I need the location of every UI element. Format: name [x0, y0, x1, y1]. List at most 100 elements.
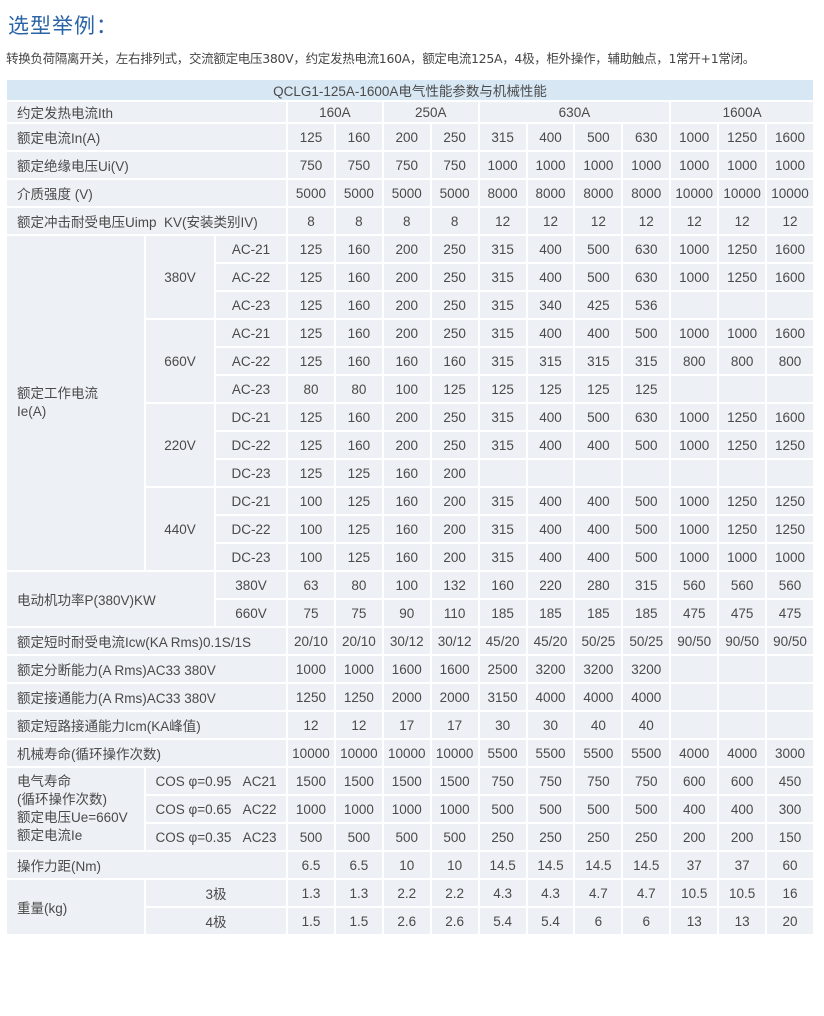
table-row: 额定接通能力(A Rms)AC33 380V 1250 1250 2000 2000 31…	[5, 682, 815, 712]
table-row: COS φ=0.35 AC23 500 500 500 500 250 250 250 250 2…	[6, 822, 815, 852]
value-cell: 45/20	[525, 626, 576, 656]
value-cell: 1600	[765, 122, 815, 152]
value-cell: 1250	[765, 514, 815, 544]
value-cell: 125	[621, 374, 672, 404]
value-cell: 300	[765, 794, 815, 824]
selection-example-description: 转换负荷隔离开关，左右排列式，交流额定电压380V，约定发热电流160A，额定电…	[6, 51, 755, 66]
value-cell: 3150	[477, 682, 528, 712]
poles-label: 3极	[144, 878, 288, 908]
value-cell: 1600	[765, 234, 815, 264]
value-cell: 100	[381, 374, 432, 404]
value-cell: 2.6	[381, 906, 432, 936]
value-cell: 20	[765, 906, 815, 936]
value-cell: 5000	[381, 178, 432, 208]
value-cell: 10000	[286, 738, 336, 768]
value-cell: 315	[477, 318, 528, 348]
value-cell: 17	[429, 710, 480, 740]
value-cell: 475	[765, 598, 815, 628]
value-cell: 10000	[765, 178, 815, 208]
value-cell: 500	[381, 822, 432, 852]
value-cell	[717, 458, 768, 488]
value-cell	[765, 682, 815, 712]
value-cell	[765, 374, 815, 404]
spec-table: QCLG1-125A-1600A电气性能参数与机械性能 约定发热电流Ith 160A…	[5, 78, 815, 936]
value-cell: 280	[573, 570, 624, 600]
value-cell: 1600	[381, 654, 432, 684]
value-cell: 500	[525, 794, 576, 824]
value-cell: 750	[333, 150, 384, 180]
value-cell: 250	[429, 290, 480, 320]
row-label: 额定冲击耐受电压Uimp KV(安装类别IV)	[5, 206, 288, 236]
value-cell: 315	[525, 346, 576, 376]
value-cell: 1250	[717, 514, 768, 544]
category-label: AC-22	[214, 262, 288, 292]
value-cell: 315	[621, 346, 672, 376]
value-cell: 1600	[429, 654, 480, 684]
value-cell: 500	[621, 542, 672, 572]
category-label: AC-21	[214, 234, 288, 264]
value-cell: 160	[333, 290, 384, 320]
value-cell: 125	[333, 486, 384, 516]
value-cell: 1000	[669, 122, 720, 152]
value-cell: 500	[477, 794, 528, 824]
table-row: 额定绝缘电压Ui(V) 750 750 750 750 1000 1000 1000 1000 1…	[5, 150, 815, 180]
value-cell: 1000	[717, 150, 768, 180]
value-cell: 75	[333, 598, 384, 628]
value-cell: 536	[621, 290, 672, 320]
value-cell: 750	[429, 150, 480, 180]
value-cell: 30/12	[381, 626, 432, 656]
value-cell: 1500	[333, 766, 384, 796]
value-cell: 90	[381, 598, 432, 628]
value-cell: 1000	[477, 150, 528, 180]
value-cell: 8000	[477, 178, 528, 208]
table-row: DC-23 125 125 160 200	[6, 458, 815, 488]
category-label: DC-21	[214, 402, 288, 432]
value-cell: 1.5	[286, 906, 336, 936]
value-cell	[669, 654, 720, 684]
table-row: 4极 1.5 1.5 2.6 2.6 5.4 5.4 6 6 13 13 20	[6, 906, 815, 936]
value-cell: 200	[669, 822, 720, 852]
value-cell: 1250	[717, 486, 768, 516]
value-cell: 340	[525, 290, 576, 320]
value-cell: 125	[477, 374, 528, 404]
value-cell: 12	[669, 206, 720, 236]
table-row: AC-23 125 160 200 250 315 340 425 536	[6, 290, 815, 320]
value-cell: 12	[477, 206, 528, 236]
category-label: AC-22	[214, 346, 288, 376]
value-cell: 12	[765, 206, 815, 236]
value-cell: 750	[621, 766, 672, 796]
value-cell: 125	[429, 374, 480, 404]
value-cell: 400	[525, 402, 576, 432]
value-cell: 2.6	[429, 906, 480, 936]
value-cell	[717, 682, 768, 712]
value-cell: 1500	[381, 766, 432, 796]
value-cell: 12	[525, 206, 576, 236]
value-cell: 10	[381, 850, 432, 880]
value-cell: 1000	[621, 150, 672, 180]
value-cell	[669, 374, 720, 404]
value-cell: 10000	[717, 178, 768, 208]
value-cell: 5500	[621, 738, 672, 768]
value-cell: 2500	[477, 654, 528, 684]
table-row: 电动机功率P(380V)KW 380V 63 80 100 132 160 220 280 315…	[5, 570, 815, 628]
value-cell: 160	[429, 346, 480, 376]
ith-group-header: 1600A	[669, 100, 815, 124]
value-cell: 200	[429, 514, 480, 544]
value-cell: 8	[429, 206, 480, 236]
row-label: 约定发热电流Ith	[5, 100, 288, 124]
label-line: 额定工作电流	[17, 386, 98, 401]
value-cell: 100	[286, 486, 336, 516]
value-cell: 80	[286, 374, 336, 404]
value-cell: 14.5	[525, 850, 576, 880]
table-row: 额定工作电流 Ie(A) 380V AC-21 125 160 200 250 315 400 50…	[5, 234, 815, 572]
voltage-label: 660V	[144, 318, 216, 404]
value-cell: 1000	[669, 486, 720, 516]
value-cell: 160	[381, 542, 432, 572]
value-cell: 8	[286, 206, 336, 236]
value-cell: 200	[429, 486, 480, 516]
value-cell: 500	[286, 822, 336, 852]
value-cell: 125	[286, 430, 336, 460]
value-cell: 1000	[669, 514, 720, 544]
value-cell: 37	[669, 850, 720, 880]
value-cell: 5000	[429, 178, 480, 208]
